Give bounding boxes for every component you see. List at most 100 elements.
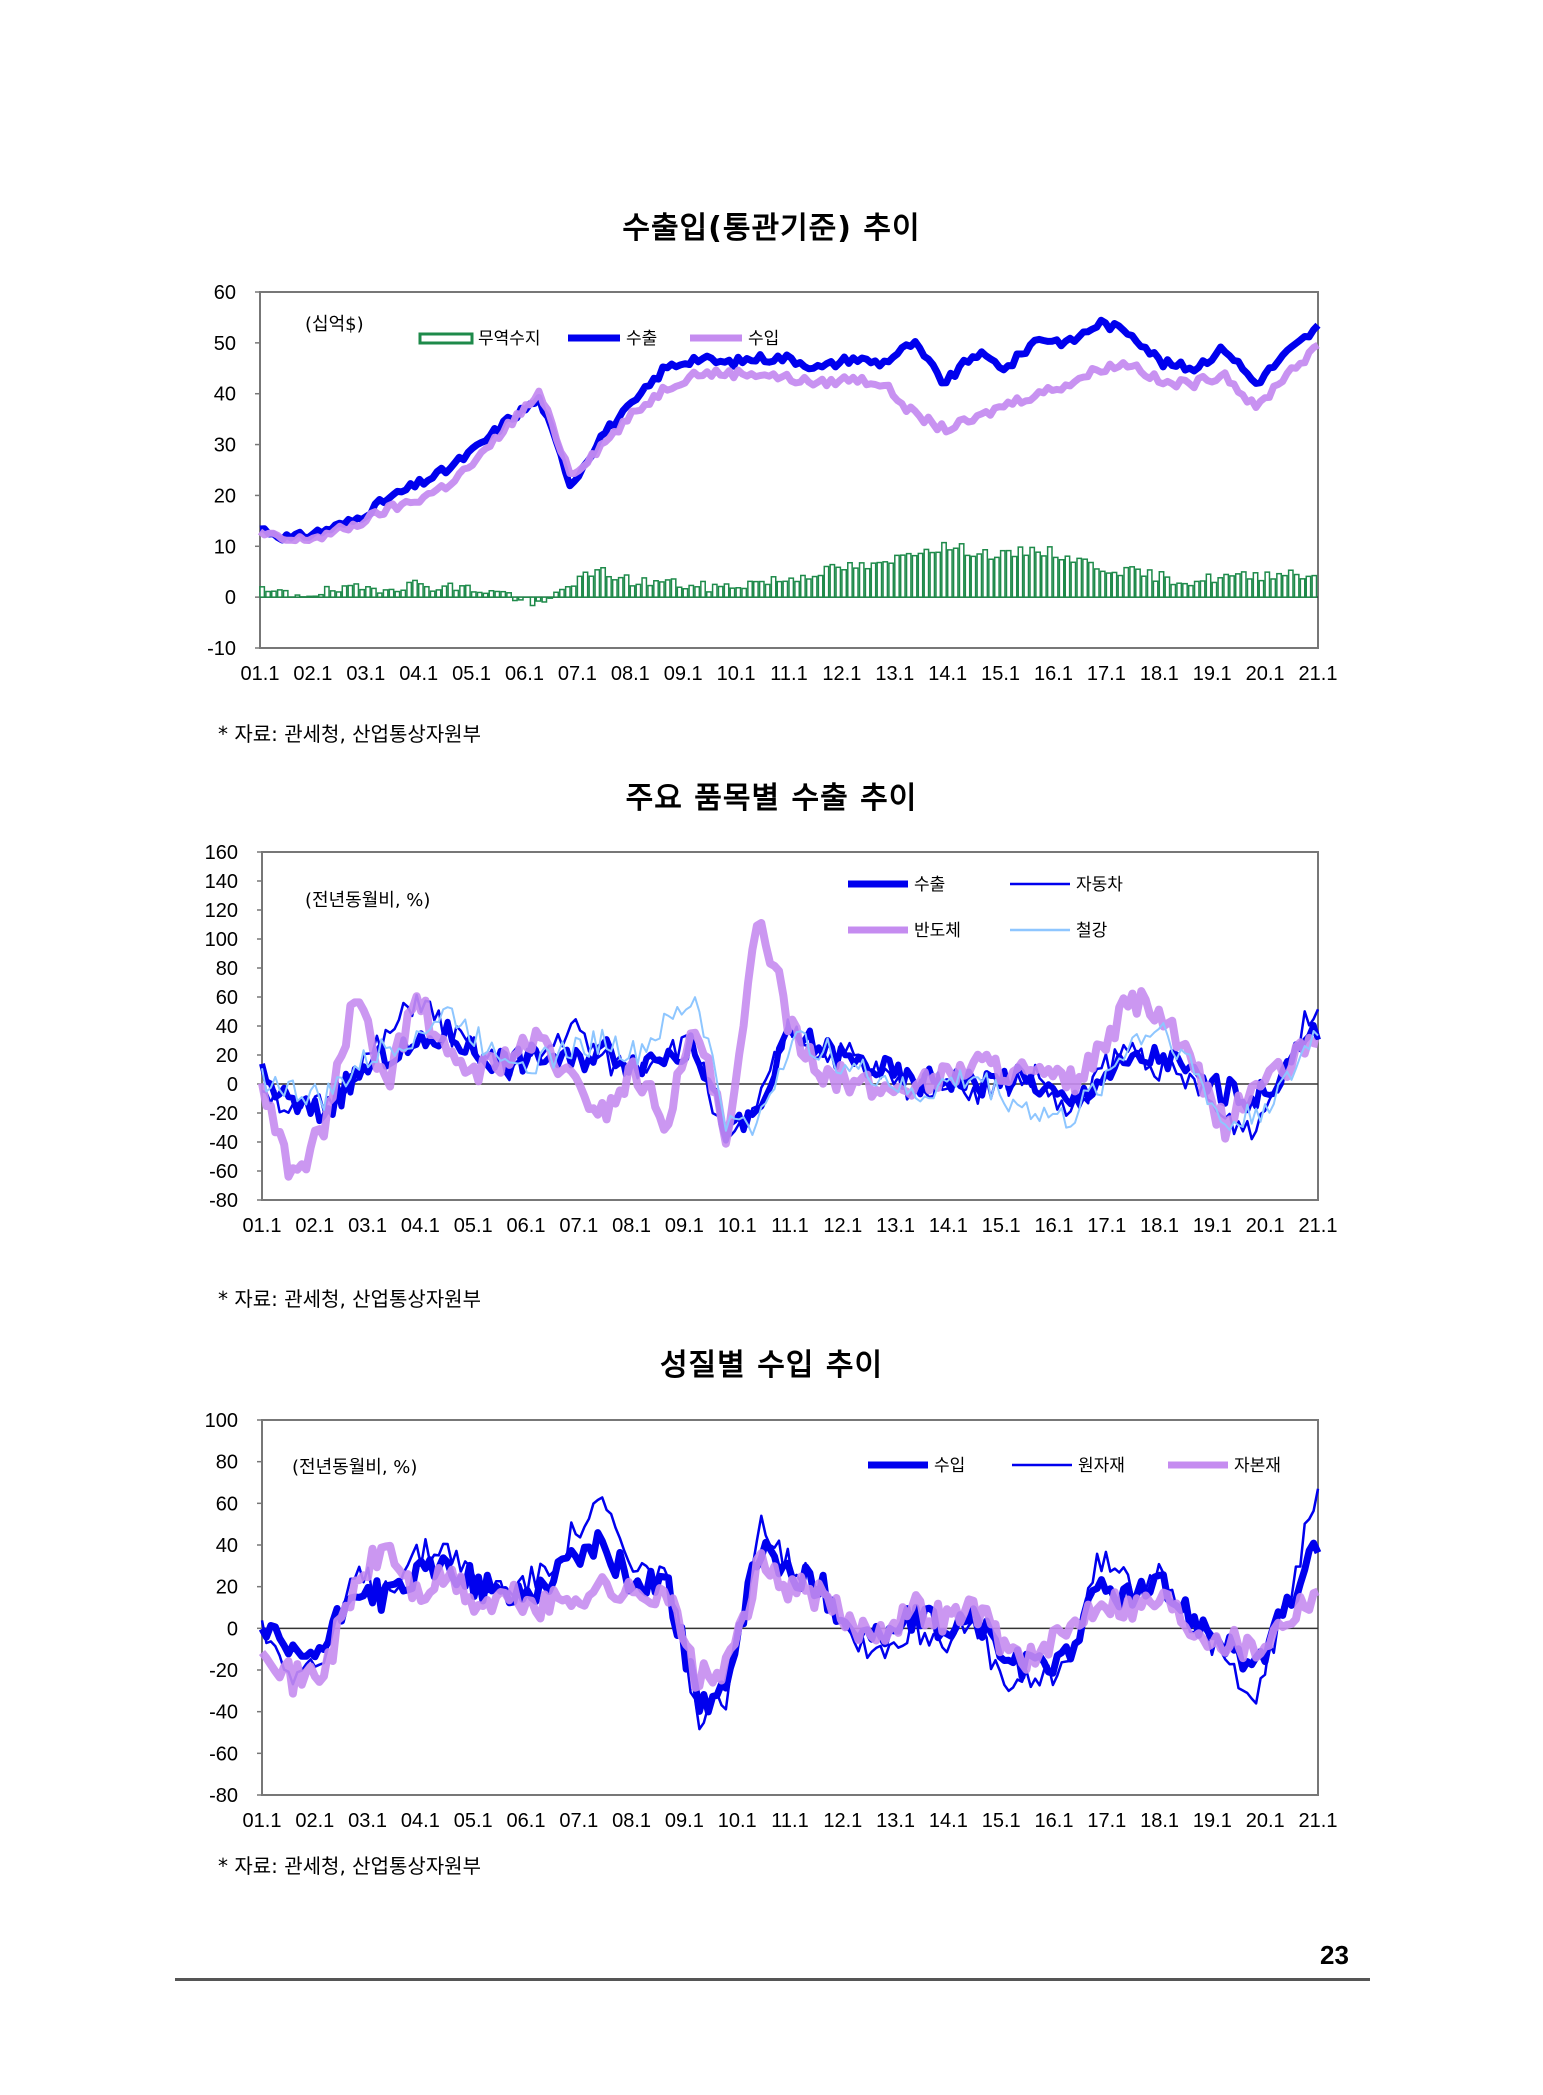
balance-bar [858, 562, 865, 598]
balance-bar [1064, 555, 1071, 598]
series-line [261, 996, 1319, 1136]
y-tick-label: 80 [216, 1452, 238, 1474]
balance-bar [676, 586, 683, 598]
series-수입 [257, 342, 1320, 545]
balance-bar [276, 589, 283, 598]
series-line [260, 1488, 1320, 1731]
series-자본재 [258, 1541, 1320, 1698]
balance-bar [582, 571, 589, 598]
balance-bar [1199, 580, 1206, 598]
balance-bar [1017, 546, 1024, 598]
balance-bar [370, 587, 377, 598]
x-tick-label: 17.1 [1087, 1215, 1126, 1237]
y-tick-label: 40 [216, 1535, 238, 1557]
balance-bar [941, 541, 947, 598]
series-line [258, 919, 1319, 1181]
x-tick-label: 15.1 [982, 1810, 1021, 1832]
balance-bar [441, 585, 448, 598]
balance-bar [1070, 561, 1077, 598]
chart-1-title: 수출입(통관기준) 추이 [622, 211, 921, 246]
balance-bar [1176, 582, 1183, 598]
balance-bar [993, 556, 1000, 598]
balance-bar [282, 589, 289, 598]
x-tick-label: 02.1 [295, 1810, 334, 1832]
y-tick-label: -20 [209, 1660, 238, 1682]
balance-bar [658, 581, 665, 598]
balance-bar [1264, 571, 1271, 598]
balance-bar [1205, 573, 1212, 598]
x-tick-label: 08.1 [612, 1810, 651, 1832]
balance-bar [776, 580, 783, 598]
y-tick-label: 80 [216, 958, 238, 980]
balance-bar [429, 590, 436, 598]
balance-bar [688, 584, 695, 598]
balance-bar [1011, 555, 1018, 598]
balance-bar [1240, 571, 1247, 598]
x-tick-label: 19.1 [1193, 1215, 1232, 1237]
x-tick-label: 09.1 [665, 1215, 704, 1237]
x-tick-label: 12.1 [823, 1810, 862, 1832]
balance-bar [570, 585, 577, 598]
balance-bar [1281, 574, 1288, 598]
balance-bar [988, 558, 994, 598]
legend-label: 수출 [626, 329, 657, 349]
x-tick-label: 19.1 [1193, 663, 1232, 685]
balance-bar [1311, 574, 1318, 598]
legend-swatch [418, 332, 474, 345]
y-tick-label: -20 [209, 1103, 238, 1125]
balance-bar [318, 593, 324, 598]
balance-bar [1252, 572, 1259, 598]
x-tick-label: 10.1 [718, 1810, 757, 1832]
series-원자재 [260, 1488, 1320, 1731]
unit-label: (전년동월비, %) [292, 1457, 417, 1478]
balance-bar [911, 554, 918, 598]
balance-bar [476, 591, 483, 598]
balance-bar [388, 588, 395, 598]
x-tick-label: 16.1 [1034, 663, 1073, 685]
balance-bar [647, 584, 654, 598]
balance-bar [782, 580, 789, 598]
x-tick-label: 08.1 [611, 663, 650, 685]
x-tick-label: 07.1 [559, 1215, 598, 1237]
balance-bar [835, 566, 842, 598]
balance-bar [323, 585, 330, 598]
balance-bar [970, 555, 977, 598]
x-tick-label: 06.1 [505, 663, 544, 685]
balance-bar [1158, 571, 1165, 598]
x-tick-label: 12.1 [823, 1215, 862, 1237]
balance-bar [265, 590, 272, 598]
balance-bar [682, 588, 689, 598]
balance-bar [852, 567, 859, 598]
chart-3-title: 성질별 수입 추이 [659, 1348, 884, 1383]
plot-frame [261, 1419, 1319, 1796]
series-수출 [259, 316, 1321, 544]
x-tick-label: 14.1 [928, 663, 967, 685]
y-tick-label: -60 [209, 1743, 238, 1765]
balance-bar [464, 584, 471, 598]
balance-bar [946, 549, 953, 598]
balance-bar [982, 549, 989, 598]
balance-bar [1123, 566, 1130, 598]
y-tick-label: -10 [207, 638, 236, 660]
balance-bar [600, 567, 607, 598]
balance-bar [1035, 551, 1041, 598]
balance-bar [1135, 568, 1141, 598]
x-tick-label: 08.1 [612, 1215, 651, 1237]
balance-bar [1229, 575, 1235, 598]
balance-bar [817, 574, 824, 598]
x-tick-label: 18.1 [1140, 663, 1179, 685]
balance-bar [1211, 581, 1218, 598]
balance-bar [1040, 555, 1047, 598]
y-tick-label: -80 [209, 1190, 238, 1212]
balance-bar [952, 547, 959, 598]
balance-bar [382, 589, 389, 598]
chart-2-title: 주요 품목별 수출 추이 [625, 781, 918, 816]
footer-divider [175, 1978, 1370, 1981]
x-tick-label: 17.1 [1087, 663, 1126, 685]
balance-bar [1187, 584, 1194, 598]
balance-bar [717, 585, 724, 598]
legend-label: 수입 [934, 1456, 965, 1476]
y-tick-label: 40 [216, 1016, 238, 1038]
balance-bar [500, 590, 507, 598]
balance-bar [752, 580, 759, 598]
